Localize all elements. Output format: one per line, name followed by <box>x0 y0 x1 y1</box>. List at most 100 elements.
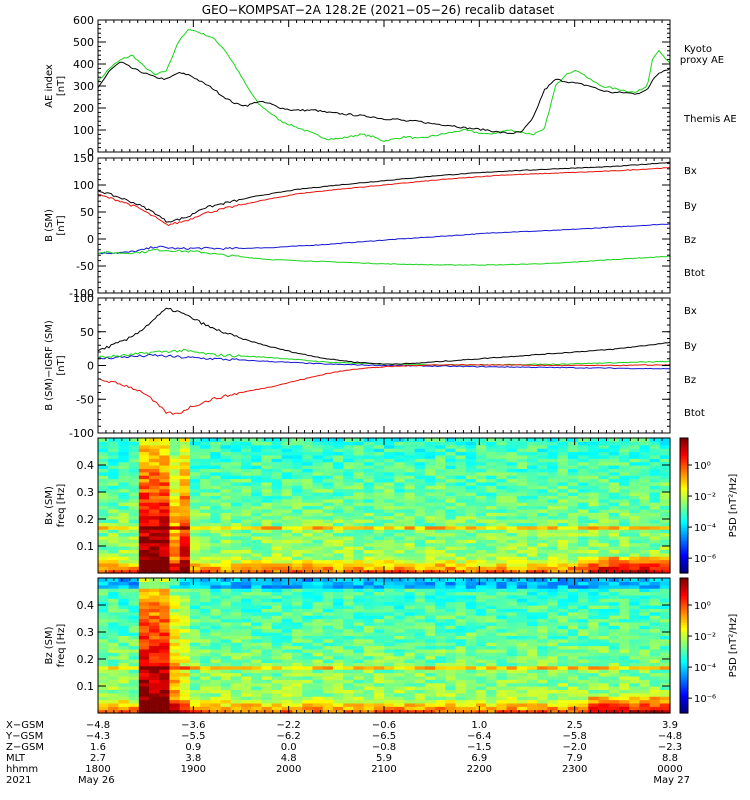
spectrogram-cell <box>230 615 242 620</box>
spectrogram-cell <box>292 598 303 603</box>
spectrogram-cell <box>516 458 528 463</box>
colorbar-cell <box>680 559 688 563</box>
spectrogram-cell <box>394 468 406 473</box>
spectrogram-cell <box>475 686 487 690</box>
spectrogram-cell <box>200 566 211 571</box>
spectrogram-cell <box>322 621 334 626</box>
spectrogram-cell <box>281 468 293 473</box>
spectrogram-cell <box>353 481 365 486</box>
spectrogram-cell <box>108 546 120 550</box>
spectrogram-cell <box>281 625 293 630</box>
spectrogram-cell <box>261 465 273 469</box>
spectrogram-cell <box>435 608 446 613</box>
spectrogram-cell <box>363 448 375 453</box>
spectrogram-cell <box>251 632 263 636</box>
spectrogram-cell <box>516 591 528 596</box>
spectrogram-cell <box>588 502 600 507</box>
spectrogram-cell <box>465 608 477 613</box>
spectrogram-cell <box>567 512 579 517</box>
spectrogram-cell <box>527 556 538 561</box>
spectrogram-cell <box>271 508 283 513</box>
spectrogram-cell <box>516 569 528 574</box>
spectrogram-cell <box>241 702 252 707</box>
spectrogram-cell <box>496 468 508 473</box>
spectrogram-cell <box>537 495 549 500</box>
spectrogram-cell <box>455 594 467 599</box>
spectrogram-cell <box>138 581 150 586</box>
spectrogram-cell <box>537 699 549 704</box>
spectrogram-cell <box>322 628 334 633</box>
spectrogram-cell <box>649 458 661 463</box>
spectrogram-cell <box>363 478 375 483</box>
spectrogram-cell <box>292 611 303 616</box>
spectrogram-cell <box>649 461 661 466</box>
spectrogram-cell <box>128 461 140 466</box>
spectrogram-cell <box>108 525 120 530</box>
spectrogram-cell <box>128 696 140 701</box>
spectrogram-cell <box>271 611 283 616</box>
spectrogram-cell <box>659 532 671 537</box>
spectrogram-cell <box>332 438 344 442</box>
spectrogram-cell <box>649 475 661 480</box>
spectrogram-cell <box>128 635 140 640</box>
spectrogram-cell <box>435 662 446 667</box>
spectrogram-cell <box>302 692 314 697</box>
spectrogram-cell <box>363 566 375 571</box>
spectrogram-cell <box>128 621 140 626</box>
spectrogram-cell <box>486 444 497 449</box>
spectrogram-cell <box>414 598 426 603</box>
spectrogram-cell <box>353 628 365 633</box>
spectrogram-cell <box>200 662 211 667</box>
spectrogram-cell <box>435 515 446 520</box>
spectrogram-cell <box>435 648 446 653</box>
spectrogram-cell <box>128 448 140 453</box>
spectrogram-cell <box>200 709 211 714</box>
spectrogram-cell <box>445 628 457 633</box>
spectrogram-cell <box>384 478 395 483</box>
spectrogram-cell <box>230 702 242 707</box>
spectrogram-cell <box>506 529 518 534</box>
spectrogram-cell <box>547 591 559 596</box>
spectrogram-cell <box>363 581 375 586</box>
spectrogram-cell <box>98 645 109 650</box>
spectrogram-cell <box>169 702 181 707</box>
spectrogram-cell <box>486 638 497 643</box>
spectrogram-cell <box>567 515 579 520</box>
spectrogram-cell <box>138 635 150 640</box>
spectrogram-cell <box>496 692 508 697</box>
spectrogram-cell <box>404 441 416 446</box>
spectrogram-cell <box>384 529 395 534</box>
spectrogram-cell <box>281 632 293 636</box>
spectrogram-cell <box>200 559 211 564</box>
spectrogram-cell <box>455 542 467 547</box>
spectrogram-cell <box>496 451 508 456</box>
spectrogram-cell <box>108 696 120 701</box>
spectrogram-cell <box>435 618 446 623</box>
spectrogram-cell <box>241 529 252 534</box>
spectrogram-cell <box>179 454 191 459</box>
spectrogram-cell <box>98 706 109 711</box>
spectrogram-cell <box>496 478 508 483</box>
spectrogram-cell <box>292 444 303 449</box>
spectrogram-cell <box>394 621 406 626</box>
spectrogram-cell <box>516 492 528 496</box>
spectrogram-cell <box>496 566 508 571</box>
spectrogram-cell <box>261 642 273 647</box>
spectrogram-cell <box>404 628 416 633</box>
spectrogram-cell <box>271 618 283 623</box>
spectrogram-cell <box>516 438 528 442</box>
spectrogram-cell <box>496 618 508 623</box>
spectrogram-cell <box>404 665 416 670</box>
spectrogram-cell <box>384 598 395 603</box>
spectrogram-cell <box>629 539 640 544</box>
spectrogram-cell <box>455 441 467 446</box>
spectrogram-cell <box>138 481 150 486</box>
spectrogram-cell <box>220 441 232 446</box>
y-tick-label: -100 <box>69 427 94 440</box>
spectrogram-cell <box>465 581 477 586</box>
spectrogram-cell <box>516 665 528 670</box>
spectrogram-cell <box>659 441 671 446</box>
spectrogram-cell <box>353 598 365 603</box>
spectrogram-cell <box>527 454 538 459</box>
spectrogram-cell <box>475 451 487 456</box>
